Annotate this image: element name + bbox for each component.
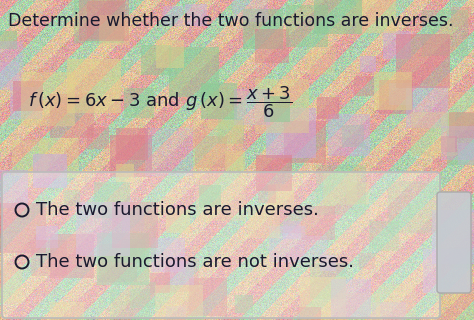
Text: The two functions are inverses.: The two functions are inverses. (36, 201, 319, 219)
Text: The two functions are not inverses.: The two functions are not inverses. (36, 253, 354, 271)
Text: $f\,(x)=6x-3$ and $g\,(x)=\dfrac{x+3}{6}$: $f\,(x)=6x-3$ and $g\,(x)=\dfrac{x+3}{6}… (28, 84, 292, 120)
FancyBboxPatch shape (437, 192, 471, 293)
Text: Determine whether the two functions are inverses.: Determine whether the two functions are … (8, 12, 454, 30)
FancyBboxPatch shape (2, 172, 440, 318)
